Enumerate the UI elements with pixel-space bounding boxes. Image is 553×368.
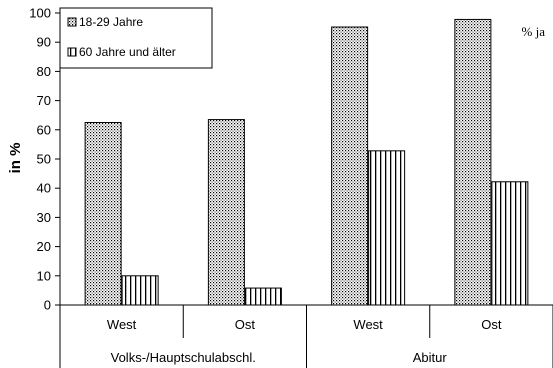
y-axis-label: in % — [7, 143, 24, 174]
bar-60-plus — [121, 275, 159, 306]
axis-layer: 0 10 20 30 40 50 60 70 80 90 100 West Ost West Ost Volk… — [29, 6, 553, 368]
bars-layer — [84, 18, 529, 306]
group-label: Abitur — [413, 350, 448, 365]
y-tick-label: 40 — [37, 181, 51, 196]
category-label: West — [107, 317, 137, 332]
bar-60-plus — [368, 150, 406, 306]
bar-60-plus — [491, 181, 529, 306]
legend-item-60-plus: 60 Jahre und älter — [67, 45, 176, 59]
category-label: Ost — [481, 317, 502, 332]
legend: 18-29 Jahre 60 Jahre und älter — [59, 7, 213, 69]
bar-18-29 — [207, 119, 245, 306]
y-tick-label: 100 — [29, 6, 51, 21]
bar-18-29 — [454, 18, 492, 306]
legend-box — [59, 7, 213, 69]
y-tick-label: 70 — [37, 93, 51, 108]
y-tick-label: 0 — [44, 298, 51, 313]
y-tick-label: 90 — [37, 35, 51, 50]
legend-item-18-29: 18-29 Jahre — [67, 15, 143, 29]
bar-60-plus — [244, 287, 282, 306]
bar-18-29 — [84, 122, 122, 306]
legend-swatch-dots — [67, 17, 77, 27]
bar-18-29 — [331, 26, 369, 306]
legend-label-60-plus: 60 Jahre und älter — [79, 45, 176, 59]
legend-swatch-vlines — [67, 47, 77, 57]
y-tick-label: 10 — [37, 268, 51, 283]
legend-label-18-29: 18-29 Jahre — [79, 15, 143, 29]
y-tick-label: 80 — [37, 64, 51, 79]
category-label: Ost — [235, 317, 256, 332]
group-label: Volks-/Hauptschulabschl. — [111, 350, 256, 365]
category-label: West — [353, 317, 383, 332]
y-tick-label: 50 — [37, 152, 51, 167]
y-tick-label: 20 — [37, 239, 51, 254]
y-tick-label: 30 — [37, 210, 51, 225]
unit-annotation: % ja — [522, 24, 546, 39]
y-tick-label: 60 — [37, 122, 51, 137]
